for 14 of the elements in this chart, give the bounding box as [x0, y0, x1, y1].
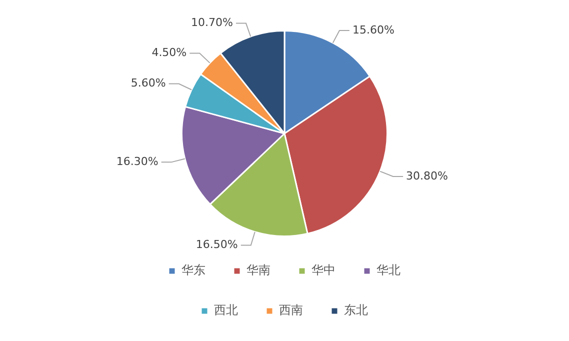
data-label: 30.80% — [406, 169, 448, 182]
legend-label: 西南 — [279, 303, 303, 318]
data-label: 16.50% — [196, 238, 238, 252]
legend-label: 东北 — [344, 303, 368, 318]
legend-label: 华中 — [312, 263, 336, 278]
data-label: 10.70% — [191, 16, 233, 30]
legend-label: 华北 — [376, 263, 400, 278]
data-label: 15.60% — [352, 23, 394, 36]
data-label: 16.30% — [116, 155, 158, 168]
legend-label: 华东 — [182, 263, 206, 278]
legend-label: 华南 — [246, 263, 270, 278]
legend-label: 西北 — [214, 303, 238, 318]
data-label: 5.60% — [130, 76, 166, 90]
data-label: 4.50% — [152, 46, 187, 60]
